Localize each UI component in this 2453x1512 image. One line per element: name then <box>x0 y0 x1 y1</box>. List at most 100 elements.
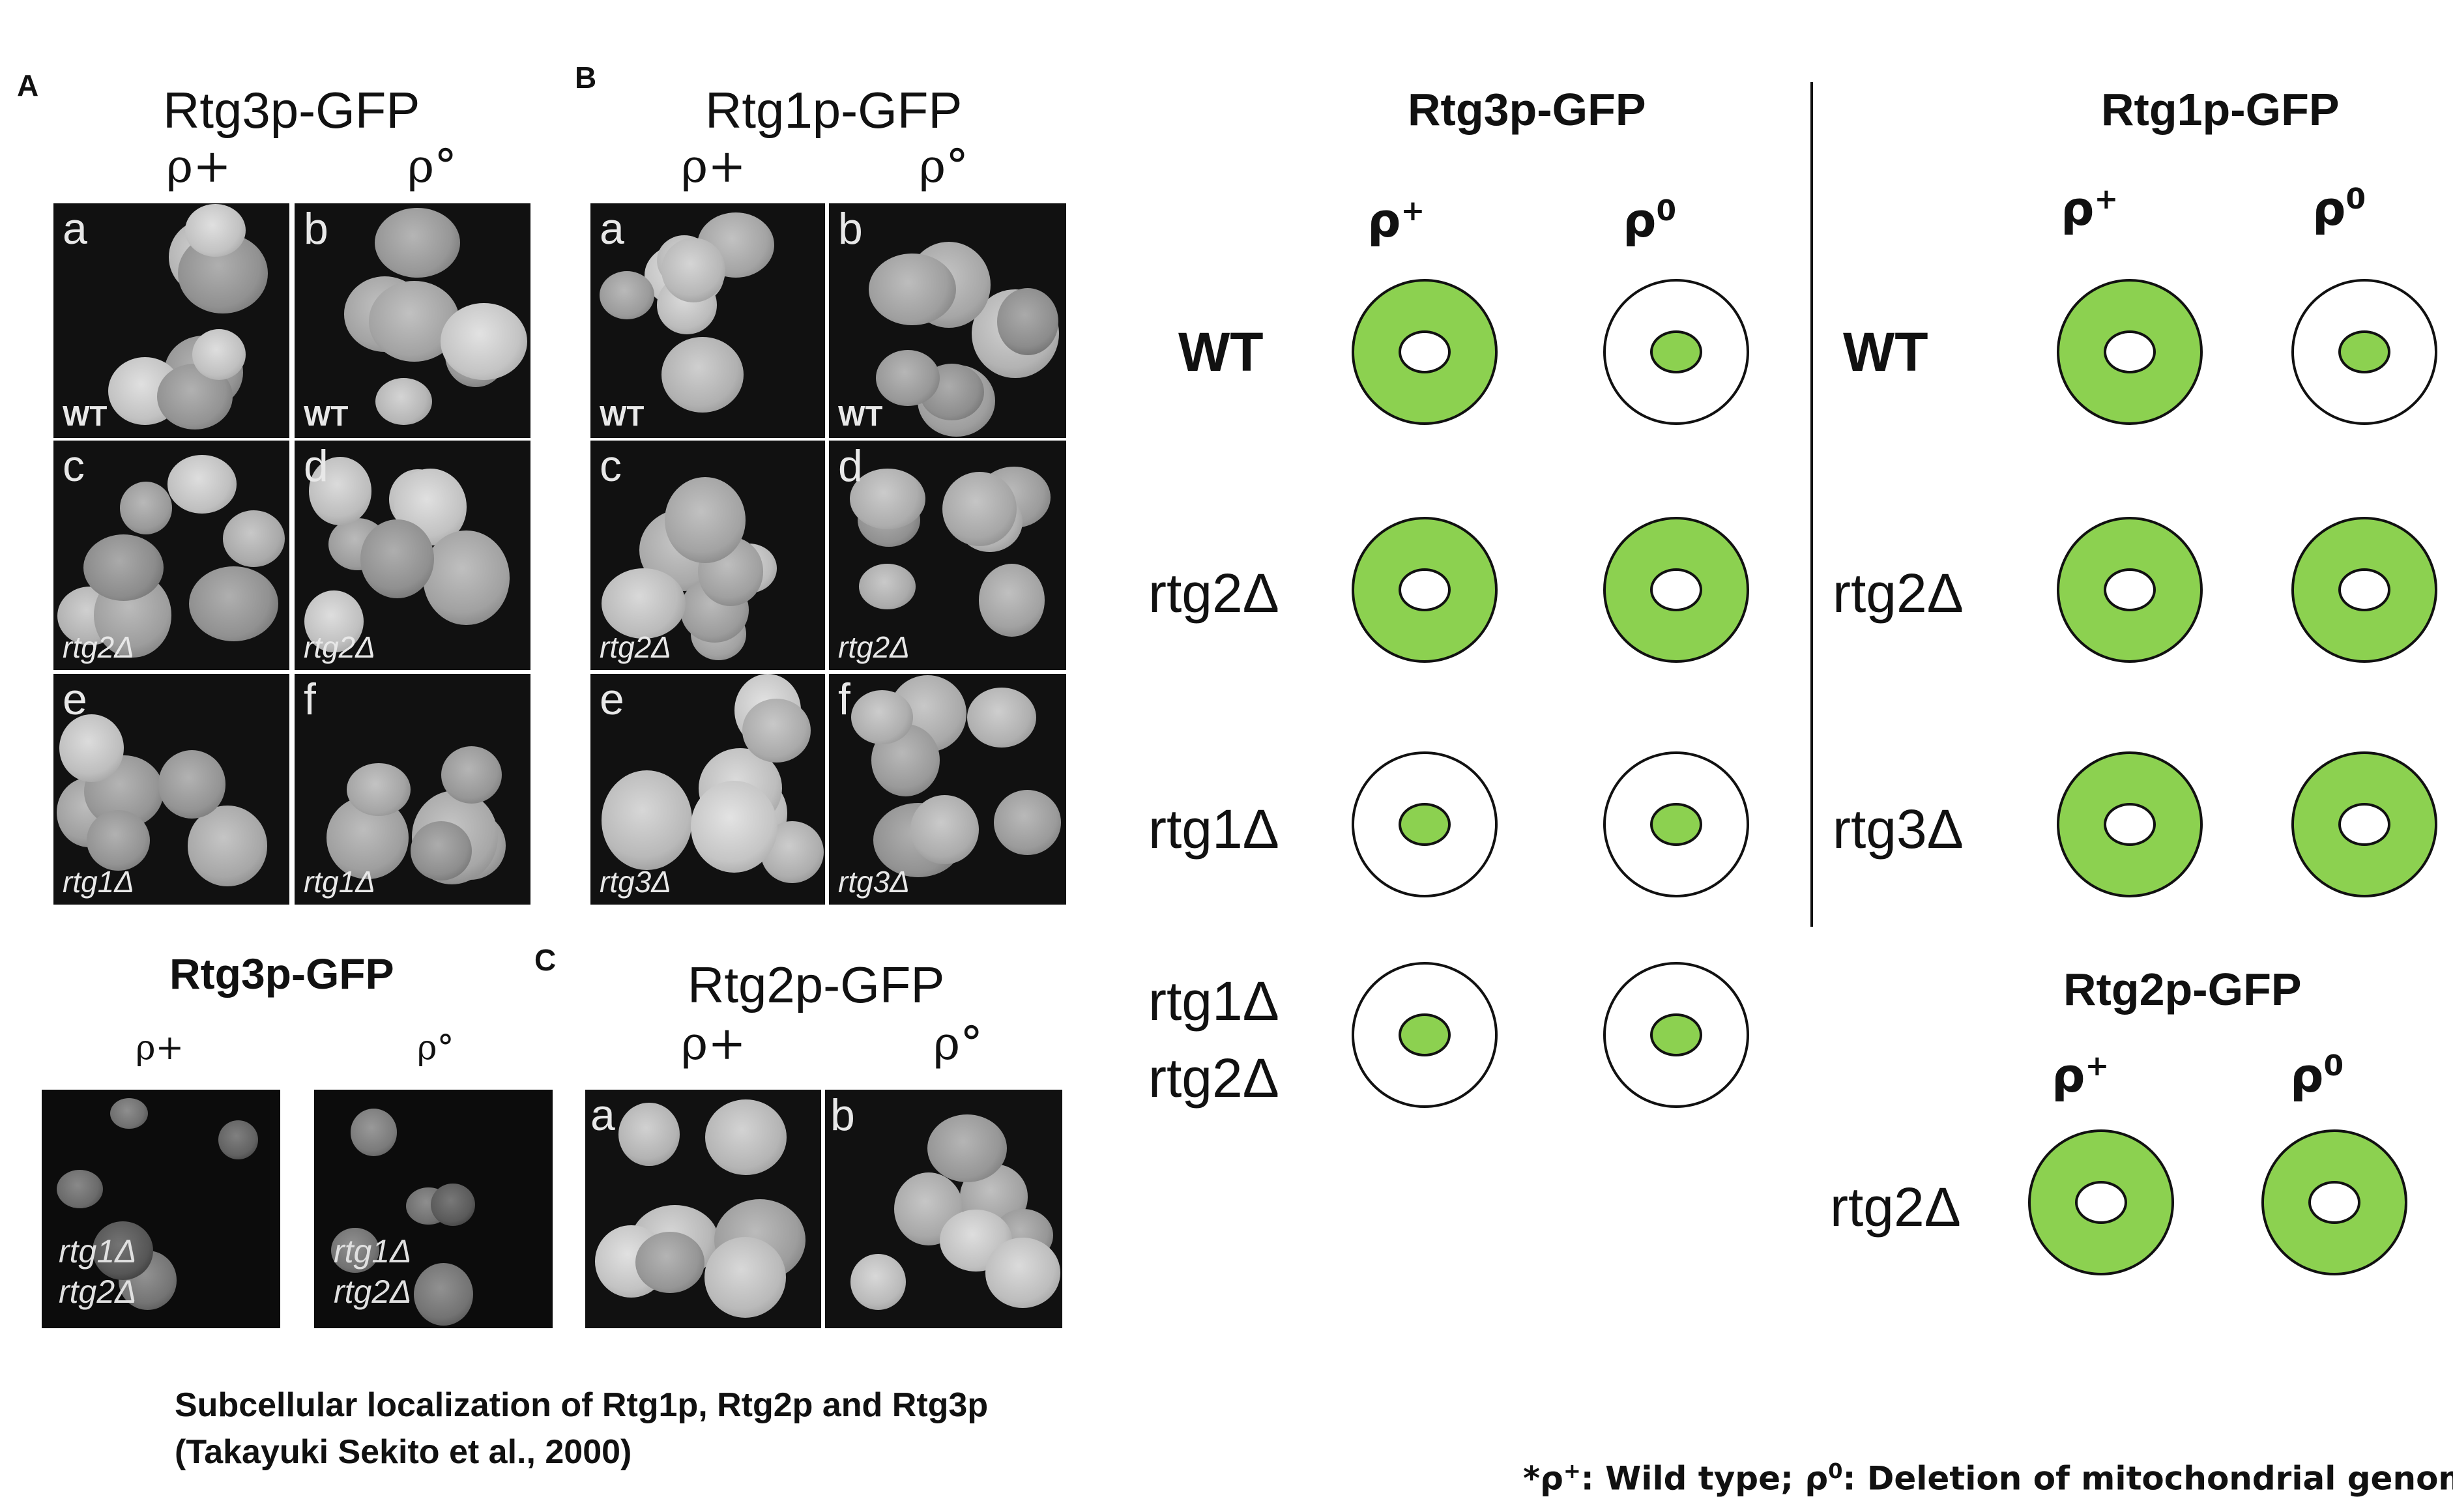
tile-genotype: rtg3Δ <box>838 865 910 899</box>
rtg3-cell-rho-zero <box>1603 517 1749 663</box>
yeast-cell-shape <box>110 1098 149 1129</box>
figure-caption: Subcellular localization of Rtg1p, Rtg2p… <box>175 1382 988 1476</box>
rtg3-col-rho-plus: ρ+ <box>1367 193 1425 248</box>
rtg1-row-label: rtg2Δ <box>1833 562 1964 624</box>
nucleus-shape <box>1399 568 1451 611</box>
tile-letter: b <box>304 204 328 254</box>
rtg3-cell-rho-zero <box>1603 962 1749 1108</box>
nucleus-shape <box>2075 1181 2127 1224</box>
yeast-cell-shape <box>360 519 435 598</box>
yeast-cell-shape <box>189 566 279 641</box>
rtg1-cell-rho-zero <box>2291 517 2437 663</box>
yeast-cell-shape <box>664 477 746 563</box>
yeast-cell-shape <box>59 714 124 783</box>
tile-genotype: rtg3Δ <box>600 865 672 899</box>
rtg3-row-label-line2: rtg2Δ <box>1148 1047 1279 1109</box>
yeast-cell-shape <box>869 254 957 326</box>
rtg1-cell-rho-plus <box>2057 517 2203 663</box>
yeast-cell-shape <box>120 482 173 534</box>
yeast-cell-shape <box>742 698 811 763</box>
tile-letter: a <box>590 1090 615 1140</box>
yeast-cell-shape <box>600 270 655 319</box>
rtg2-cell-rho-plus <box>2028 1129 2174 1275</box>
tile-genotype: rtg2Δ <box>304 630 376 664</box>
nucleus-shape <box>2104 568 2156 611</box>
footnote: *ρ+: Wild type; ρ0: Deletion of mitochon… <box>1523 1459 2453 1498</box>
panel-a-col-rho-zero: ρ° <box>407 139 457 193</box>
yeast-cell-shape <box>661 237 725 302</box>
yeast-cell-shape <box>966 687 1037 748</box>
panel-c-title: Rtg2p-GFP <box>688 956 945 1013</box>
panel-c-col-rho-plus: ρ+ <box>681 1017 746 1070</box>
micrograph-tile: d rtg2Δ <box>829 441 1066 670</box>
panel-letter-c: C <box>534 943 557 977</box>
rtg3-row-label: WT <box>1178 321 1264 383</box>
yeast-cell-shape <box>618 1103 680 1167</box>
panel-letter-b: B <box>575 61 597 94</box>
yeast-cell-shape <box>441 746 502 804</box>
rho-base: ρ <box>1623 193 1657 248</box>
rtg3-col-rho-zero: ρ0 <box>1623 193 1676 248</box>
micrograph-tile: a WT <box>590 203 825 438</box>
micrograph-tile: f rtg3Δ <box>829 674 1066 905</box>
panel-b-col-rho-zero: ρ° <box>919 139 969 193</box>
yeast-cell-shape <box>910 794 979 865</box>
yeast-cell-shape <box>985 1238 1060 1308</box>
footnote-suffix: : Deletion of mitochondrial genome <box>1842 1459 2453 1498</box>
yeast-cell-shape <box>423 530 510 626</box>
schematic-diagram: Rtg3p-GFP ρ+ ρ0 WT rtg2Δ rtg1Δ rtg1Δ rtg… <box>1108 0 2453 1512</box>
tile-letter: d <box>838 441 863 491</box>
yeast-cell-shape <box>304 590 364 652</box>
yeast-cell-shape <box>350 1109 398 1156</box>
yeast-cell-shape <box>704 1099 787 1175</box>
tile-genotype-line1: rtg1Δ <box>59 1233 137 1270</box>
tile-genotype: WT <box>304 400 349 432</box>
rho-sup: + <box>1401 194 1425 227</box>
panel-b-col-rho-plus: ρ+ <box>681 139 746 193</box>
tile-genotype: WT <box>63 400 108 432</box>
yeast-cell-shape <box>192 328 246 381</box>
yeast-cell-shape <box>431 1184 475 1227</box>
yeast-cell-shape <box>704 1236 786 1318</box>
yeast-cell-shape <box>93 1221 153 1281</box>
rtg3-section-title: Rtg3p-GFP <box>1408 84 1646 135</box>
yeast-cell-shape <box>850 1254 906 1311</box>
micrograph-tile: rtg1Δ rtg2Δ <box>42 1090 280 1328</box>
micrograph-tile: a <box>585 1090 821 1328</box>
tile-letter: f <box>304 675 316 724</box>
yeast-cell-shape <box>87 810 150 871</box>
yeast-cell-shape <box>635 1231 704 1293</box>
yeast-cell-shape <box>413 1262 474 1326</box>
yeast-cell-shape <box>993 790 1061 855</box>
yeast-cell-shape <box>601 568 686 639</box>
footnote-prefix: *ρ <box>1523 1459 1563 1498</box>
caption-line-2: (Takayuki Sekito et al., 2000) <box>175 1433 632 1471</box>
rho-sup: + <box>2085 1049 2110 1083</box>
microscopy-figure: A Rtg3p-GFP ρ+ ρ° a WT b WT c rtg2Δ d rt… <box>0 0 1108 1512</box>
rtg1-section-title: Rtg1p-GFP <box>2101 84 2340 135</box>
panel-c-col-rho-zero: ρ° <box>933 1017 983 1070</box>
panel-a-title: Rtg3p-GFP <box>163 81 420 139</box>
yeast-cell-shape <box>158 750 226 819</box>
yeast-cell-shape <box>602 770 692 870</box>
rtg1-cell-rho-plus <box>2057 751 2203 897</box>
micrograph-tile: e rtg1Δ <box>53 674 289 905</box>
nucleus-shape <box>2104 803 2156 846</box>
tile-genotype: rtg2Δ <box>838 630 910 664</box>
yeast-cell-shape <box>875 350 940 407</box>
yeast-cell-shape <box>222 510 285 567</box>
micrograph-tile: e rtg3Δ <box>590 674 825 905</box>
yeast-cell-shape <box>83 534 164 602</box>
nucleus-shape <box>2338 803 2390 846</box>
footnote-sup-2: 0 <box>1828 1459 1843 1483</box>
rho-sup: + <box>2094 182 2119 216</box>
yeast-cell-shape <box>375 377 432 426</box>
yeast-cell-shape <box>979 564 1045 637</box>
tile-letter: c <box>63 441 85 491</box>
tile-genotype: rtg2Δ <box>63 630 135 664</box>
micrograph-tile: c rtg2Δ <box>590 441 825 670</box>
yeast-cell-shape <box>691 781 778 873</box>
extra-panel-title: Rtg3p-GFP <box>169 950 394 998</box>
rho-sup: 0 <box>1656 194 1677 227</box>
yeast-cell-shape <box>185 203 246 257</box>
